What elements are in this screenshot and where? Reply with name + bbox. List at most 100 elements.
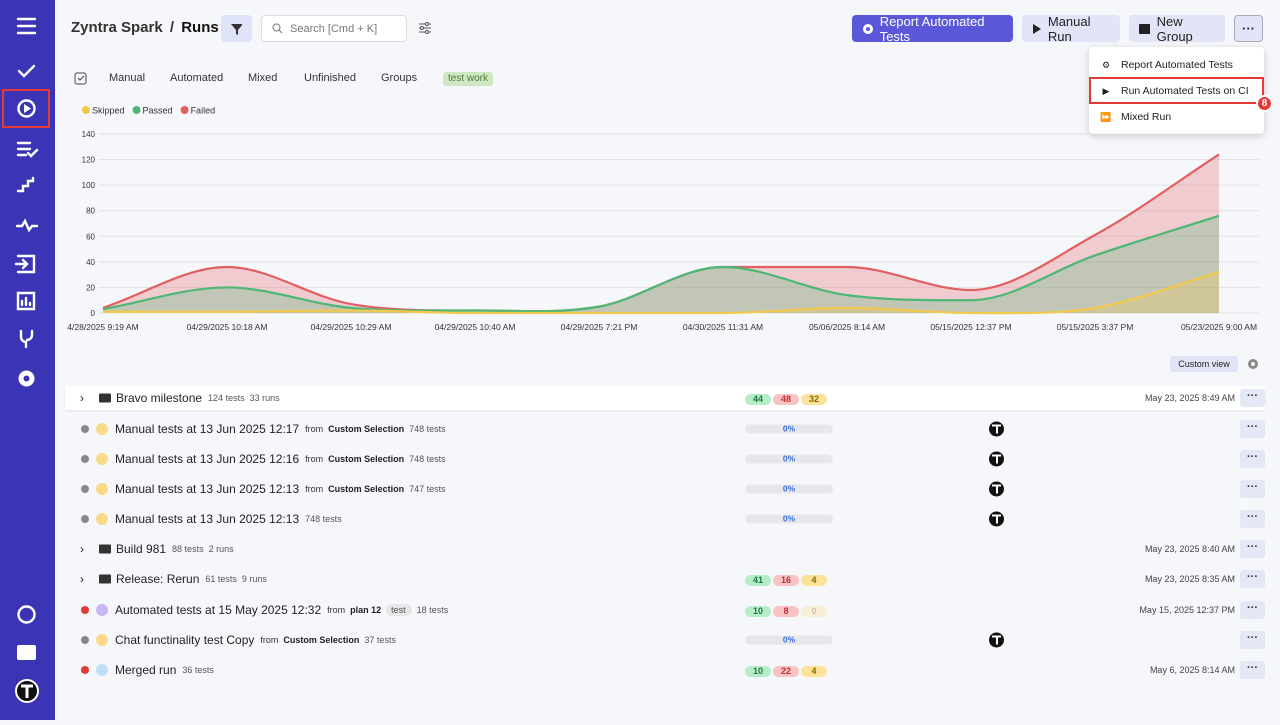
run-row[interactable]: › Build 981 88 tests 2 runs May 23, 2025 8:4…: [65, 537, 1265, 561]
menu-item[interactable]: ⚙ Report Automated Tests: [1100, 57, 1233, 73]
step-badge: 8: [1256, 95, 1273, 112]
assignee-avatar: [989, 632, 1004, 648]
run-row[interactable]: Manual tests at 13 Jun 2025 12:17 from Cus…: [65, 417, 1265, 441]
plans-icon[interactable]: [16, 141, 39, 158]
tab[interactable]: Manual: [109, 72, 146, 84]
row-menu[interactable]: ···: [1240, 631, 1265, 649]
run-row[interactable]: Manual tests at 13 Jun 2025 12:13 from Cus…: [65, 477, 1265, 501]
result-badge: 44: [745, 394, 771, 405]
row-menu[interactable]: ···: [1240, 450, 1265, 468]
run-count: 2 runs: [208, 544, 234, 554]
pulse-icon[interactable]: [15, 218, 39, 233]
run-date: May 23, 2025 8:40 AM: [1144, 544, 1235, 554]
tab[interactable]: Mixed: [248, 72, 278, 84]
x-tick-label: 05/15/2025 3:37 PM: [1057, 322, 1134, 332]
menu-item[interactable]: ⏩ Mixed Run: [1100, 109, 1171, 125]
row-menu[interactable]: ···: [1240, 661, 1265, 679]
run-row[interactable]: Chat functinality test Copy from Custom Se…: [65, 628, 1265, 652]
breadcrumb: Zyntra Spark / Runs: [71, 19, 219, 36]
run-row[interactable]: Manual tests at 13 Jun 2025 12:13 748 tes…: [65, 507, 1265, 531]
run-title: Manual tests at 13 Jun 2025 12:13: [115, 482, 300, 496]
button-label: New Group: [1156, 13, 1193, 44]
runs-icon[interactable]: [17, 99, 36, 118]
button-label: Custom view: [1178, 359, 1230, 369]
from-label: from: [260, 635, 279, 645]
project-name[interactable]: Zyntra Spark: [71, 19, 163, 36]
run-title: Build 981: [116, 542, 167, 556]
menu-icon: ⏩: [1100, 111, 1112, 122]
steps-icon[interactable]: [16, 176, 35, 193]
row-menu[interactable]: ···: [1240, 480, 1265, 498]
run-title: Merged run: [115, 663, 177, 677]
row-menu[interactable]: ···: [1240, 420, 1265, 438]
result-badge: 4: [801, 666, 827, 677]
run-source: Custom Selection: [328, 424, 405, 434]
assignee-avatar: [989, 451, 1004, 467]
new-group-button[interactable]: New Group: [1129, 13, 1225, 44]
report-button[interactable]: Report Automated Tests: [852, 14, 1013, 44]
report-icon[interactable]: [16, 291, 36, 311]
menu-label: Mixed Run: [1121, 111, 1172, 123]
row-menu[interactable]: ···: [1240, 540, 1265, 558]
branch-icon[interactable]: [19, 329, 34, 349]
result-badge: 48: [773, 394, 799, 405]
run-row[interactable]: › Release: Rerun 61 tests 9 runs 41 16 4 May 23…: [65, 567, 1265, 591]
legend-marker: [180, 106, 189, 114]
check-icon[interactable]: [17, 64, 36, 78]
test-count: 18 tests: [416, 605, 449, 615]
filter-button[interactable]: [221, 15, 252, 42]
x-tick-label: 04/29/2025 7:21 PM: [561, 322, 638, 332]
row-menu[interactable]: ···: [1240, 601, 1265, 619]
x-tick-label: 04/30/2025 11:31 AM: [683, 322, 763, 332]
sidebar-icons: [2, 17, 50, 703]
manual-run-button[interactable]: Manual Run: [1022, 14, 1120, 44]
progress-bar: 0%: [745, 454, 833, 464]
tab[interactable]: Groups: [381, 72, 418, 84]
menu-icon: ⚙: [1101, 59, 1111, 70]
run-row[interactable]: Merged run 36 tests 10 22 4 May 6, 2025 8:14 …: [65, 658, 1265, 682]
row-menu[interactable]: ···: [1240, 389, 1265, 407]
view-settings[interactable]: [418, 21, 432, 35]
result-badge: 16: [773, 575, 799, 586]
run-title: Manual tests at 13 Jun 2025 12:17: [115, 422, 300, 436]
from-label: from: [305, 424, 324, 434]
run-title: Manual tests at 13 Jun 2025 12:13: [115, 512, 300, 526]
import-icon[interactable]: [14, 254, 36, 274]
run-source: Custom Selection: [283, 635, 360, 645]
menu-icon[interactable]: [16, 17, 37, 35]
progress-label: 0%: [782, 513, 796, 524]
area: [103, 272, 1219, 314]
test-count: 37 tests: [364, 635, 396, 645]
menu-item[interactable]: ▶ Run Automated Tests on CI: [1100, 83, 1249, 99]
dropdown-menu: [1089, 47, 1264, 134]
folder-icon: [99, 393, 111, 403]
folder-icon[interactable]: [17, 645, 36, 660]
run-date: May 23, 2025 8:35 AM: [1144, 574, 1235, 584]
row-menu[interactable]: ···: [1240, 510, 1265, 528]
x-tick-label: 05/06/2025 8:14 AM: [809, 322, 885, 332]
custom-view-button[interactable]: Custom view: [1170, 356, 1238, 372]
run-source: Custom Selection: [328, 454, 405, 464]
help-icon[interactable]: [17, 605, 36, 624]
run-title: Manual tests at 13 Jun 2025 12:16: [115, 452, 300, 466]
run-count: 9 runs: [241, 574, 267, 584]
test-count: 124 tests: [208, 393, 245, 403]
run-row[interactable]: Automated tests at 15 May 2025 12:32 from…: [65, 598, 1265, 622]
tab[interactable]: Unfinished: [304, 72, 356, 84]
more-button[interactable]: ···: [1234, 15, 1263, 42]
progress-label: 0%: [782, 423, 796, 434]
y-tick-label: 20: [86, 283, 95, 292]
run-row[interactable]: Manual tests at 13 Jun 2025 12:16 from Cus…: [65, 447, 1265, 471]
tab[interactable]: test work: [443, 72, 494, 86]
list-settings[interactable]: [1246, 357, 1260, 371]
x-tick-label: 04/29/2025 10:40 AM: [435, 322, 516, 332]
select-icon[interactable]: [74, 72, 87, 85]
search-box[interactable]: Search [Cmd + K]: [261, 15, 407, 42]
tab[interactable]: Automated: [170, 72, 224, 84]
avatar-glyph: [995, 514, 998, 524]
run-title: Automated tests at 15 May 2025 12:32: [115, 603, 322, 617]
progress-bar: 0%: [745, 423, 833, 434]
row-menu[interactable]: ···: [1240, 570, 1265, 588]
run-row[interactable]: › Bravo milestone 124 tests 33 runs 44 48 32 Ma…: [65, 386, 1265, 410]
y-tick-label: 60: [86, 232, 95, 241]
